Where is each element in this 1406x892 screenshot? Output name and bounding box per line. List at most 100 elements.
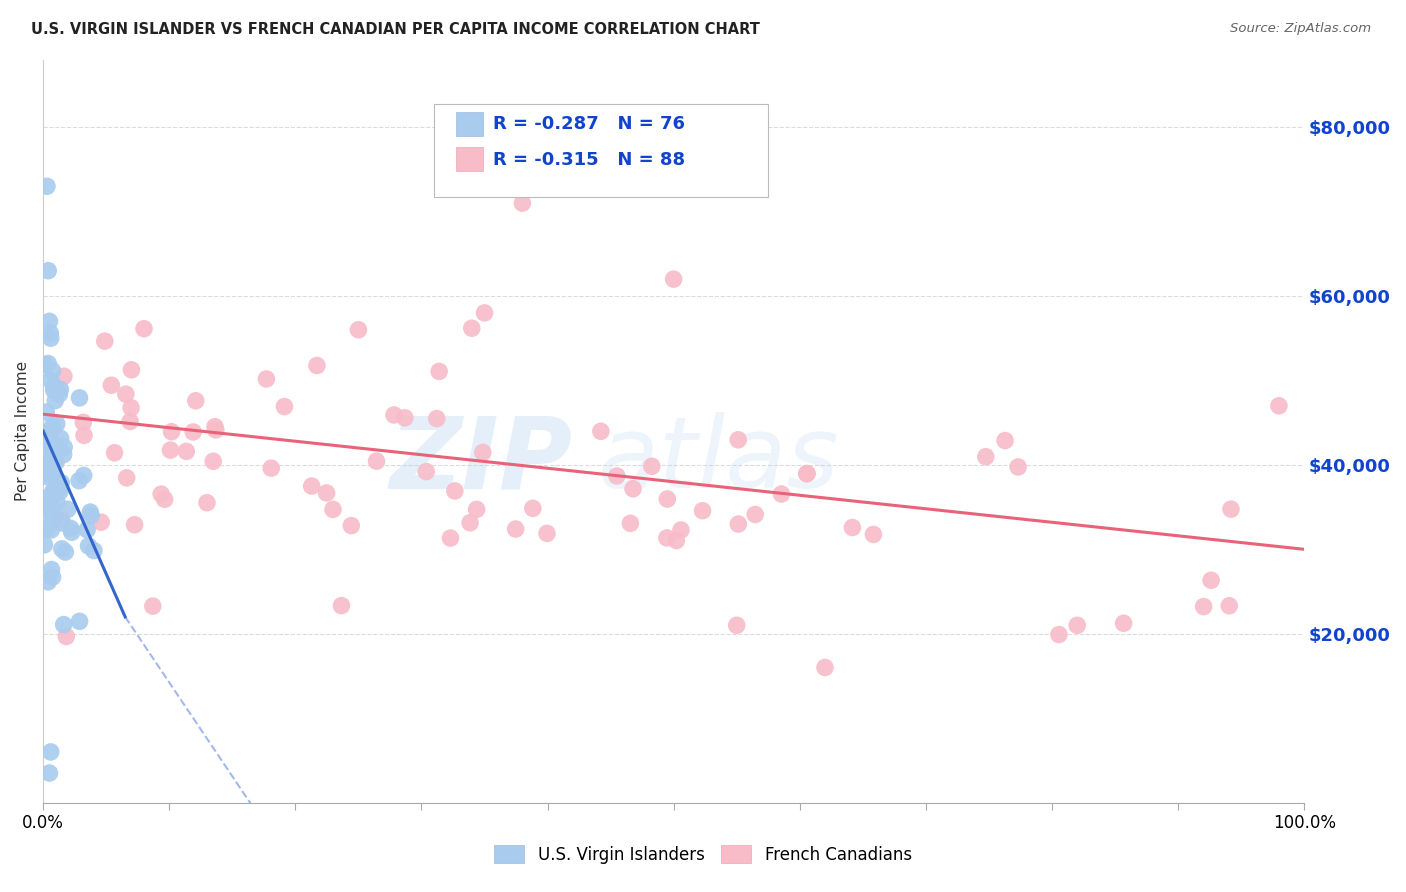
Text: ZIP: ZIP	[389, 412, 572, 509]
Point	[657, 491, 679, 506]
Point	[814, 660, 837, 674]
Point	[120, 401, 142, 415]
Point	[37, 497, 59, 511]
Point	[38, 516, 60, 531]
Point	[41, 447, 63, 461]
Point	[49, 383, 72, 397]
Point	[366, 454, 388, 468]
Point	[38, 452, 60, 467]
Point	[330, 599, 353, 613]
Point	[589, 425, 612, 439]
Point	[52, 369, 75, 384]
Point	[49, 431, 72, 445]
Point	[619, 516, 641, 531]
Point	[37, 470, 59, 484]
Y-axis label: Per Capita Income: Per Capita Income	[15, 361, 30, 501]
Point	[49, 484, 72, 499]
Point	[382, 408, 405, 422]
Point	[41, 562, 63, 576]
Point	[322, 502, 344, 516]
Point	[34, 502, 56, 516]
Point	[34, 425, 56, 440]
Point	[727, 516, 749, 531]
Point	[505, 522, 527, 536]
Point	[67, 474, 90, 488]
Point	[1112, 616, 1135, 631]
Point	[52, 617, 75, 632]
Point	[115, 471, 138, 485]
Point	[103, 446, 125, 460]
Point	[1199, 573, 1222, 587]
Point	[59, 521, 82, 535]
Point	[46, 495, 69, 509]
Point	[44, 438, 66, 452]
Point	[1220, 502, 1243, 516]
Point	[120, 415, 142, 429]
Point	[37, 574, 59, 589]
Point	[45, 417, 67, 431]
Point	[1047, 627, 1070, 641]
Text: atlas: atlas	[598, 412, 839, 509]
Point	[176, 444, 198, 458]
Point	[114, 387, 136, 401]
Point	[474, 306, 496, 320]
Point	[55, 630, 77, 644]
Point	[35, 179, 58, 194]
Point	[72, 415, 94, 429]
Point	[39, 374, 62, 388]
Point	[60, 525, 83, 540]
Point	[39, 745, 62, 759]
Point	[273, 400, 295, 414]
Point	[340, 518, 363, 533]
Point	[44, 393, 66, 408]
Point	[51, 512, 73, 526]
Point	[1218, 599, 1240, 613]
Point	[315, 486, 337, 500]
Point	[204, 423, 226, 437]
Point	[34, 431, 56, 445]
Point	[51, 541, 73, 556]
Point	[39, 523, 62, 537]
Point	[45, 455, 67, 469]
Point	[53, 545, 76, 559]
Point	[160, 425, 183, 439]
Point	[301, 479, 323, 493]
Point	[150, 487, 173, 501]
Point	[744, 508, 766, 522]
Point	[770, 487, 793, 501]
Point	[39, 326, 62, 340]
Point	[260, 461, 283, 475]
Text: U.S. VIRGIN ISLANDER VS FRENCH CANADIAN PER CAPITA INCOME CORRELATION CHART: U.S. VIRGIN ISLANDER VS FRENCH CANADIAN …	[31, 22, 759, 37]
Point	[35, 433, 58, 447]
Point	[202, 454, 225, 468]
Point	[51, 475, 73, 490]
Point	[522, 501, 544, 516]
Point	[641, 459, 664, 474]
Point	[461, 321, 484, 335]
Point	[665, 533, 688, 548]
Point	[536, 526, 558, 541]
Point	[796, 467, 818, 481]
Point	[443, 483, 465, 498]
Point	[42, 455, 65, 469]
Point	[34, 494, 56, 508]
Point	[426, 411, 449, 425]
Point	[100, 378, 122, 392]
Text: R = -0.287   N = 76: R = -0.287 N = 76	[494, 115, 685, 133]
Point	[1066, 618, 1088, 632]
Point	[305, 359, 328, 373]
FancyBboxPatch shape	[434, 104, 768, 197]
Point	[153, 492, 176, 507]
Point	[73, 468, 96, 483]
Point	[42, 483, 65, 498]
Point	[38, 766, 60, 780]
Point	[42, 421, 65, 435]
Point	[37, 263, 59, 277]
Point	[512, 196, 534, 211]
Text: R = -0.315   N = 88: R = -0.315 N = 88	[494, 151, 686, 169]
Point	[471, 445, 494, 459]
Point	[994, 434, 1017, 448]
Point	[37, 357, 59, 371]
Point	[41, 419, 63, 434]
Point	[439, 531, 461, 545]
